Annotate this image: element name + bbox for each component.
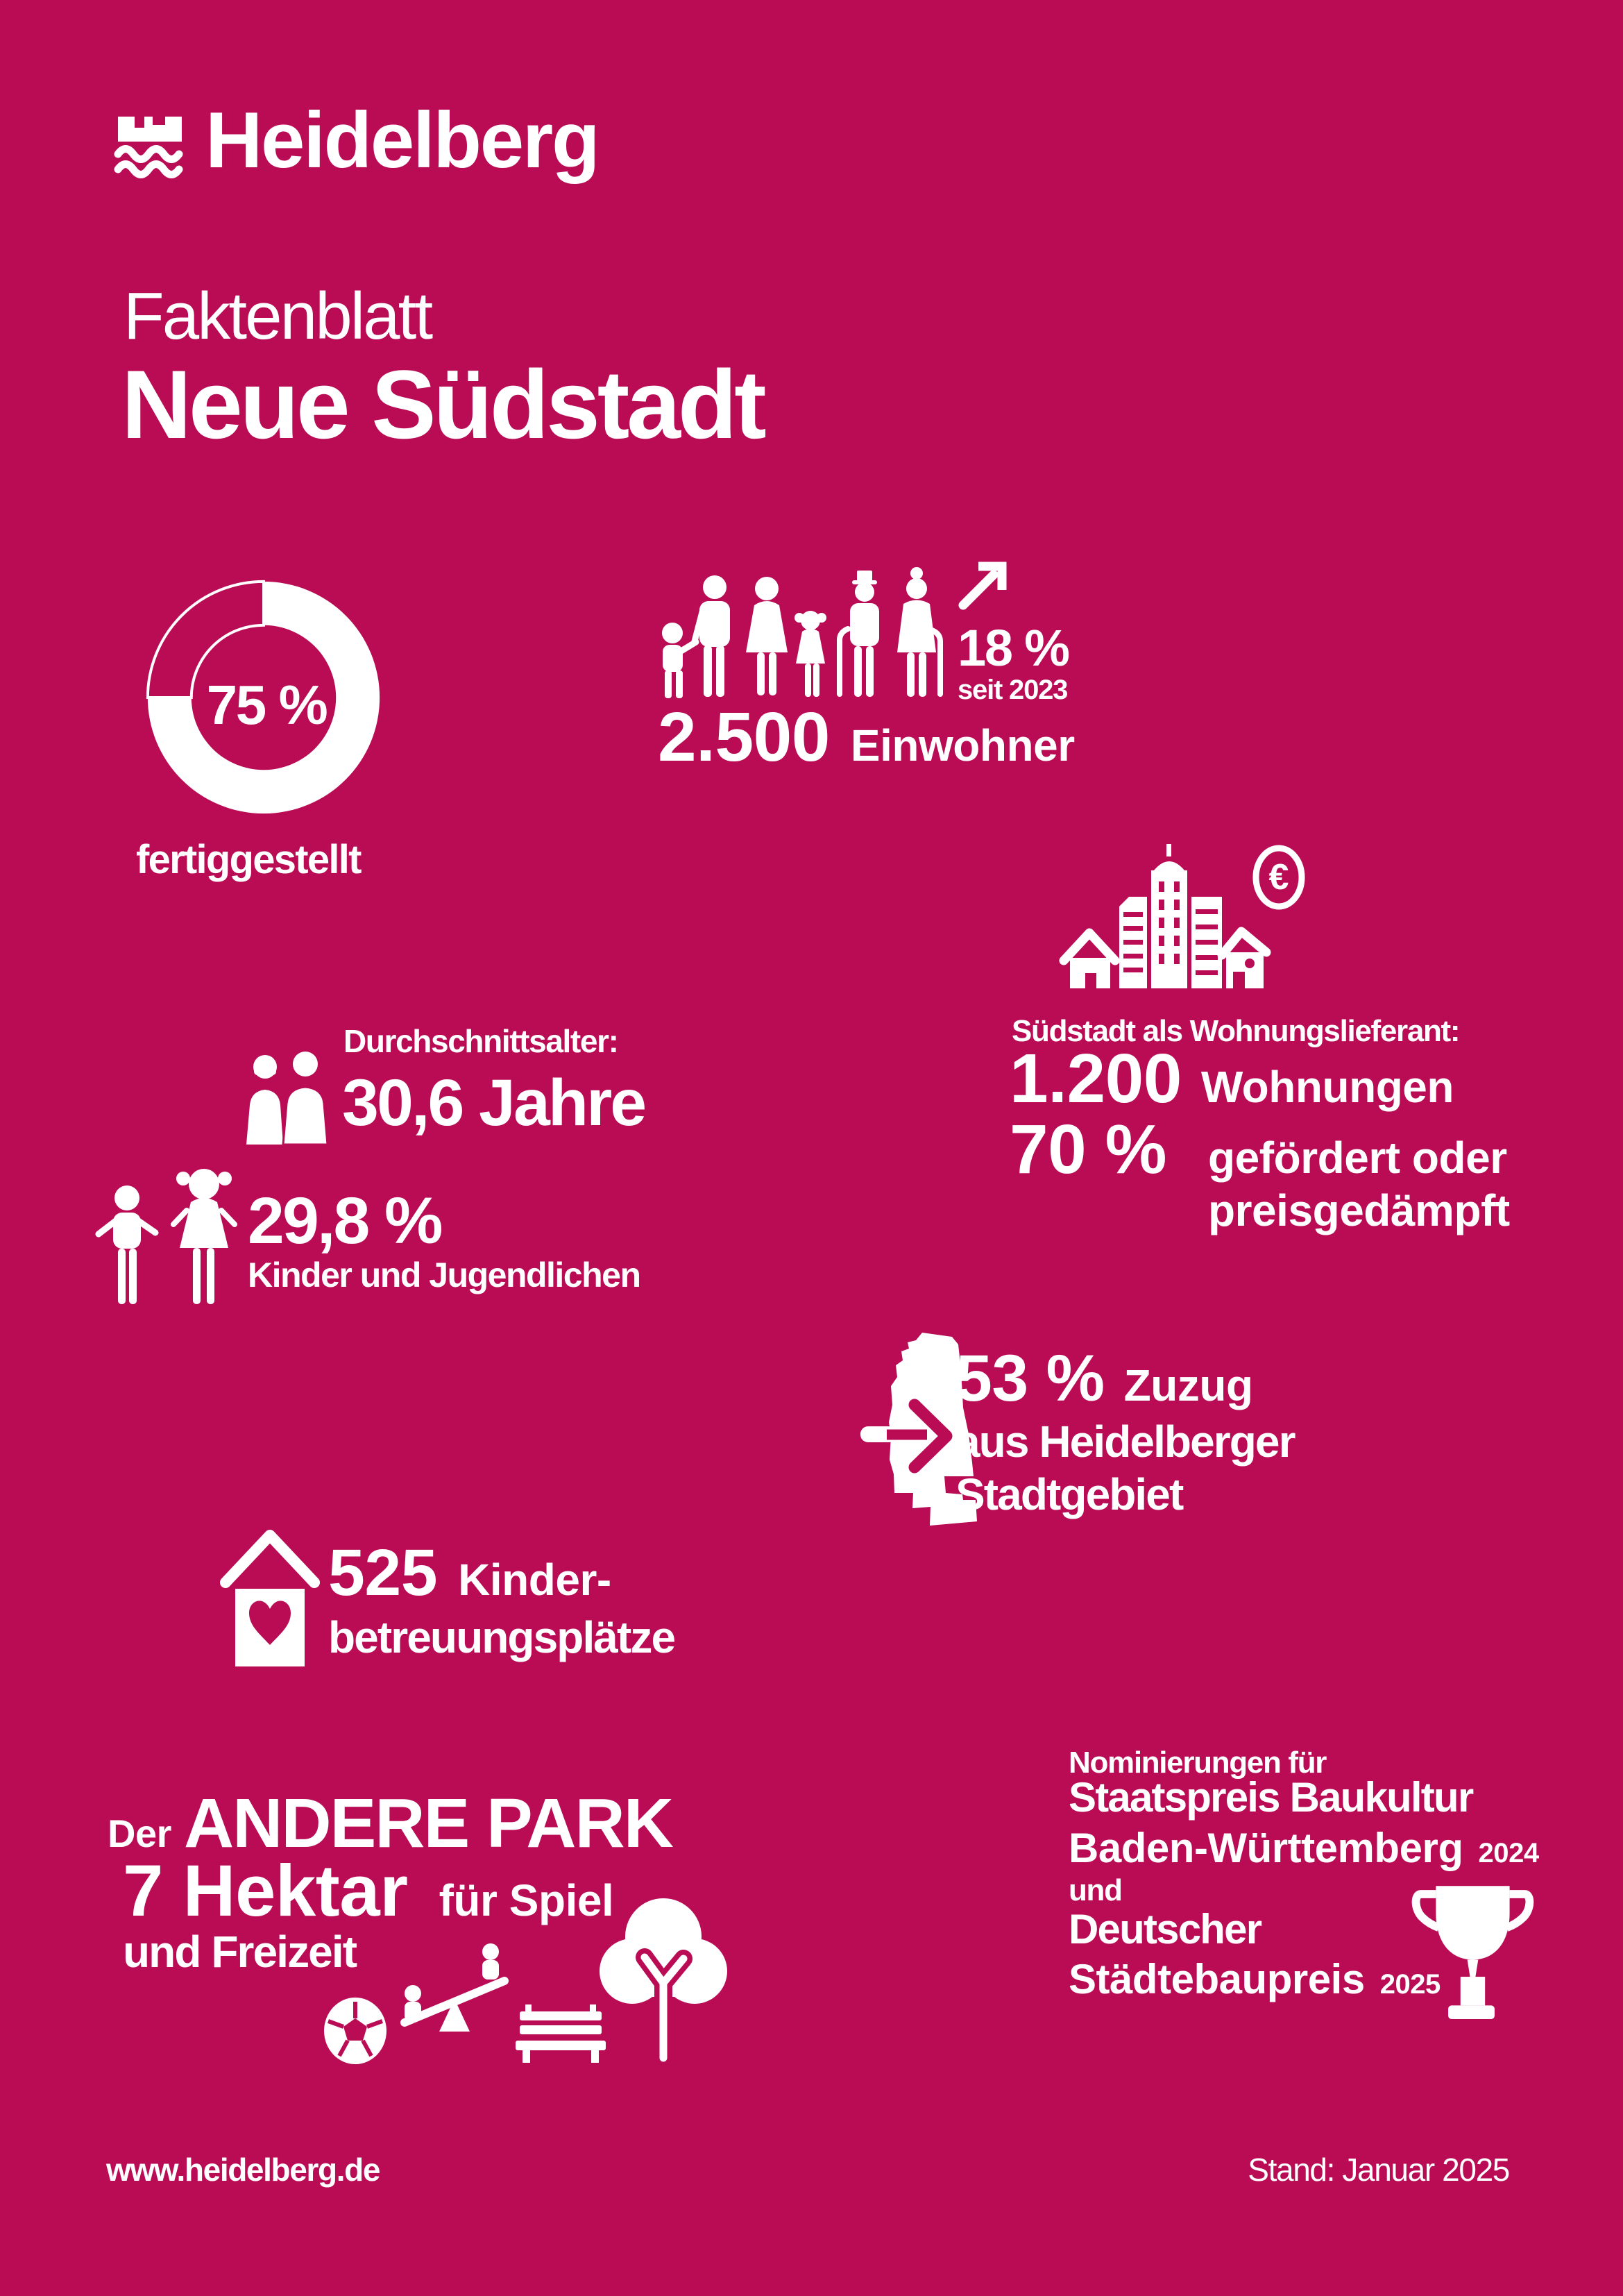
page-title: Neue Südstadt xyxy=(121,350,767,459)
age-couple-icon xyxy=(246,1052,329,1146)
skyscrapers-icon xyxy=(1119,844,1222,988)
award-2-name-line2: Städtebaupreis xyxy=(1069,1956,1365,2002)
heidelberg-castle-waves-icon xyxy=(114,117,183,178)
park-icons xyxy=(324,1898,727,2064)
girl-child-icon xyxy=(171,1169,237,1304)
migration-value: 53 % xyxy=(955,1342,1105,1415)
childcare-value: 525 xyxy=(328,1536,438,1610)
gable-house-icon xyxy=(1217,927,1271,988)
man-icon xyxy=(691,575,730,697)
woman-icon xyxy=(746,577,788,695)
park-prefix: Der xyxy=(108,1812,171,1855)
park-purpose: für Spiel xyxy=(439,1875,614,1925)
tree-icon xyxy=(600,1898,727,2062)
housing-share-label: gefördert oder preisgedämpft xyxy=(1208,1132,1510,1237)
completion-donut-chart xyxy=(146,580,380,814)
youth-value: 29,8 % xyxy=(248,1184,443,1258)
award-2-year: 2025 xyxy=(1379,1969,1441,2000)
senior-woman-icon xyxy=(897,567,943,697)
awards-connector: und xyxy=(1069,1873,1123,1907)
park-title-row: Der ANDERE PARK xyxy=(108,1784,674,1862)
award-1-name-line2-row: Baden-Württemberg 2024 xyxy=(1069,1827,1539,1869)
awards-heading: Nominierungen für xyxy=(1069,1746,1327,1780)
growth-value: 18 % xyxy=(958,619,1070,677)
park-area-row: 7 Hektar für Spiel xyxy=(123,1850,614,1932)
award-2-name-line1: Deutscher xyxy=(1069,1906,1262,1952)
park-purpose-2: und Freizeit xyxy=(123,1927,357,1977)
childcare-house-heart-icon xyxy=(220,1530,320,1666)
girl-icon xyxy=(794,611,826,697)
boy-icon xyxy=(662,623,699,698)
childcare-row: 525 Kinder- xyxy=(328,1540,611,1606)
childcare-label-line2: betreuungsplätze xyxy=(328,1612,676,1662)
award-1-name-line2: Baden-Württemberg xyxy=(1069,1825,1463,1871)
youth-label: Kinder und Jugendlichen xyxy=(248,1256,641,1294)
seesaw-icon xyxy=(400,1943,509,2032)
completion-value: 75 % xyxy=(206,674,328,736)
population-count-row: 2.500 Einwohner xyxy=(658,702,1075,772)
age-label: Durchschnittsalter: xyxy=(343,1023,619,1059)
housing-units-label: Wohnungen xyxy=(1200,1062,1454,1112)
population-family-icon xyxy=(662,567,943,698)
boy-child-icon xyxy=(95,1185,159,1304)
housing-share-line2: preisgedämpft xyxy=(1208,1185,1510,1235)
youth-children-icon xyxy=(95,1169,237,1304)
euro-coin-icon: € xyxy=(1252,845,1305,910)
housing-heading: Südstadt als Wohnungslieferant: xyxy=(1012,1014,1461,1048)
migration-origin-line2: Stadtgebiet xyxy=(955,1469,1184,1519)
housing-share-line1: gefördert oder xyxy=(1208,1133,1507,1183)
euro-symbol: € xyxy=(1269,857,1289,897)
housing-buildings-icon: € xyxy=(1059,844,1305,988)
park-title: ANDERE PARK xyxy=(183,1784,674,1862)
growth-arrow-icon xyxy=(958,562,1007,610)
age-value: 30,6 Jahre xyxy=(342,1066,647,1140)
small-house-icon xyxy=(1059,928,1120,988)
trophy-icon xyxy=(1411,1886,1534,2020)
bench-icon xyxy=(516,2004,606,2063)
housing-share-value: 70 % xyxy=(1010,1111,1167,1188)
population-count: 2.500 xyxy=(658,698,830,776)
footer-status: Stand: Januar 2025 xyxy=(1248,2152,1510,2188)
award-1-name-line1: Staatspreis Baukultur xyxy=(1069,1774,1474,1821)
migration-map-arrow-icon xyxy=(860,1333,977,1526)
migration-unit: Zuzug xyxy=(1123,1360,1253,1410)
soccer-ball-icon xyxy=(324,1998,386,2064)
migration-value-row: 53 % Zuzug xyxy=(955,1346,1253,1412)
senior-man-icon xyxy=(837,571,879,697)
completion-label: fertiggestellt xyxy=(136,837,362,882)
migration-origin-line1: aus Heidelberger xyxy=(955,1417,1296,1467)
footer-website-link[interactable]: www.heidelberg.de xyxy=(106,2152,380,2188)
park-area: 7 Hektar xyxy=(123,1850,408,1932)
housing-share-row: 70 % gefördert oder preisgedämpft xyxy=(1010,1115,1510,1237)
heart-icon xyxy=(249,1601,291,1645)
childcare-label-line1: Kinder- xyxy=(458,1555,611,1605)
growth-since: seit 2023 xyxy=(958,675,1068,705)
award-1-year: 2024 xyxy=(1478,1838,1540,1868)
housing-units-row: 1.200 Wohnungen xyxy=(1010,1044,1454,1113)
logo-wordmark: Heidelberg xyxy=(205,96,600,185)
population-unit: Einwohner xyxy=(850,720,1075,770)
award-2-name-line2-row: Städtebaupreis 2025 xyxy=(1069,1959,1441,2000)
housing-units-value: 1.200 xyxy=(1010,1040,1182,1117)
page-kicker: Faktenblatt xyxy=(124,279,433,353)
